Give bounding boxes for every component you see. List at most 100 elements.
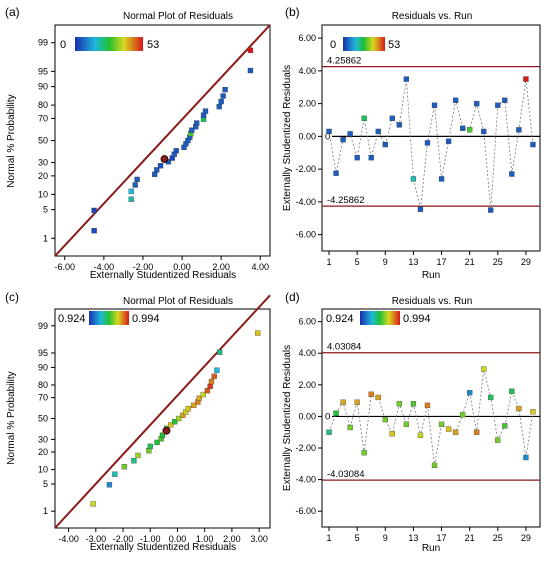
run-residual-point (431, 102, 438, 108)
residual-point (180, 412, 186, 418)
x-tick-label: 13 (408, 257, 418, 267)
run-residual-point (445, 426, 452, 432)
y-tick-label: 30 (38, 434, 48, 444)
y-tick-label: 4.00 (298, 66, 316, 76)
run-residual-point (502, 423, 508, 429)
highlighted-point (162, 426, 171, 435)
residual-point (128, 188, 134, 195)
residual-point (153, 167, 160, 173)
color-legend: 0.924 0.994 (58, 311, 160, 325)
run-residual-point (467, 127, 473, 133)
zero-label: 0 (325, 411, 330, 422)
run-residual-point (389, 115, 395, 121)
x-axis-label: Externally Studentized Residuals (90, 270, 236, 281)
legend-colorbar (89, 311, 129, 325)
run-residual-point (424, 402, 431, 409)
panel-c-normal-plot: (c) Normal Plot of Residuals 1 5 10 20 30 50 7… (5, 290, 271, 553)
upper-limit-label: 4.25862 (327, 56, 361, 67)
residual-point (207, 383, 213, 390)
y-axis-label: Externally Studentized Residuals (282, 345, 293, 491)
run-residual-point (467, 390, 473, 396)
run-residual-point (417, 206, 424, 212)
x-tick-label: 5 (355, 257, 360, 267)
y-axis-label: Externally Studentized Residuals (282, 65, 293, 211)
y-axis-label: Normal % Probability (6, 94, 17, 187)
residual-point (91, 227, 97, 234)
run-residual-point (340, 399, 346, 405)
residual-point (159, 432, 166, 438)
residual-point (185, 406, 192, 412)
run-residual-point (326, 128, 332, 135)
x-tick-label: 17 (437, 533, 447, 543)
run-residual-point (347, 131, 353, 137)
residual-point (204, 387, 211, 394)
x-tick-label: 13 (408, 533, 418, 543)
x-tick-label: 29 (521, 533, 531, 543)
x-tick-label: 0.00 (169, 534, 187, 544)
run-residual-point (382, 141, 388, 148)
chart-title: Normal Plot of Residuals (123, 11, 233, 22)
plot-frame (321, 24, 541, 252)
normal-reference-line (54, 24, 271, 257)
y-tick-label: 20 (38, 171, 48, 181)
run-residual-point (417, 432, 424, 439)
run-residual-point (474, 429, 480, 435)
x-tick-label: 5 (355, 533, 360, 543)
y-tick-label: 95 (38, 66, 48, 76)
run-residual-point (375, 394, 381, 401)
y-tick-label: 99 (38, 38, 48, 48)
residual-point (128, 196, 134, 202)
y-tick-label: 5 (43, 479, 48, 489)
residual-point (220, 93, 226, 99)
run-residual-point (445, 138, 452, 144)
x-tick-label: 1 (327, 257, 332, 267)
y-tick-label: -6.00 (295, 506, 316, 516)
chart-title: Normal Plot of Residuals (123, 296, 233, 307)
x-tick-label: 0.00 (173, 262, 191, 272)
residual-point (214, 367, 220, 373)
run-residual-point (368, 155, 374, 161)
run-residual-point (403, 76, 410, 82)
y-tick-label: -2.00 (295, 443, 316, 453)
run-connector-line (328, 368, 534, 466)
run-residual-point (459, 125, 466, 131)
x-tick-label: -6.00 (55, 262, 76, 272)
run-residual-point (326, 429, 332, 435)
run-residual-point (452, 429, 459, 435)
run-residual-point (403, 421, 410, 427)
run-residual-point (516, 405, 522, 412)
x-tick-label: 17 (437, 257, 447, 267)
run-residual-point (368, 391, 374, 397)
y-tick-label: 30 (38, 158, 48, 168)
residual-point (172, 419, 178, 425)
y-tick-label: 0.00 (298, 131, 316, 141)
y-tick-label: 50 (38, 414, 48, 424)
x-tick-label: 25 (493, 257, 503, 267)
legend-max-label: 53 (388, 39, 400, 51)
residual-point (147, 443, 153, 450)
run-residual-point (459, 412, 466, 418)
y-tick-label: 6.00 (298, 317, 316, 327)
legend-min-label: 0.924 (58, 313, 86, 325)
residual-point (208, 378, 215, 385)
plot-frame (54, 308, 271, 529)
chart-title: Residuals vs. Run (392, 11, 473, 22)
y-tick-label: 80 (38, 100, 48, 110)
y-tick-label: 1 (43, 506, 48, 516)
run-residual-point (438, 421, 445, 427)
residual-point (200, 391, 206, 398)
y-tick-label: 95 (38, 348, 48, 358)
y-tick-label: 6.00 (298, 33, 316, 43)
x-tick-label: 4.00 (251, 262, 269, 272)
run-residual-point (333, 170, 339, 176)
residual-point (182, 409, 189, 415)
legend-colorbar (360, 311, 400, 325)
y-tick-label: 10 (38, 189, 48, 199)
residual-point (168, 422, 174, 428)
chart-title: Residuals vs. Run (392, 296, 473, 307)
y-tick-label: 90 (38, 82, 48, 92)
y-tick-label: 4.00 (298, 348, 316, 358)
run-residual-point (488, 207, 494, 213)
x-axis-label: Externally Studentized Residuals (90, 542, 236, 553)
